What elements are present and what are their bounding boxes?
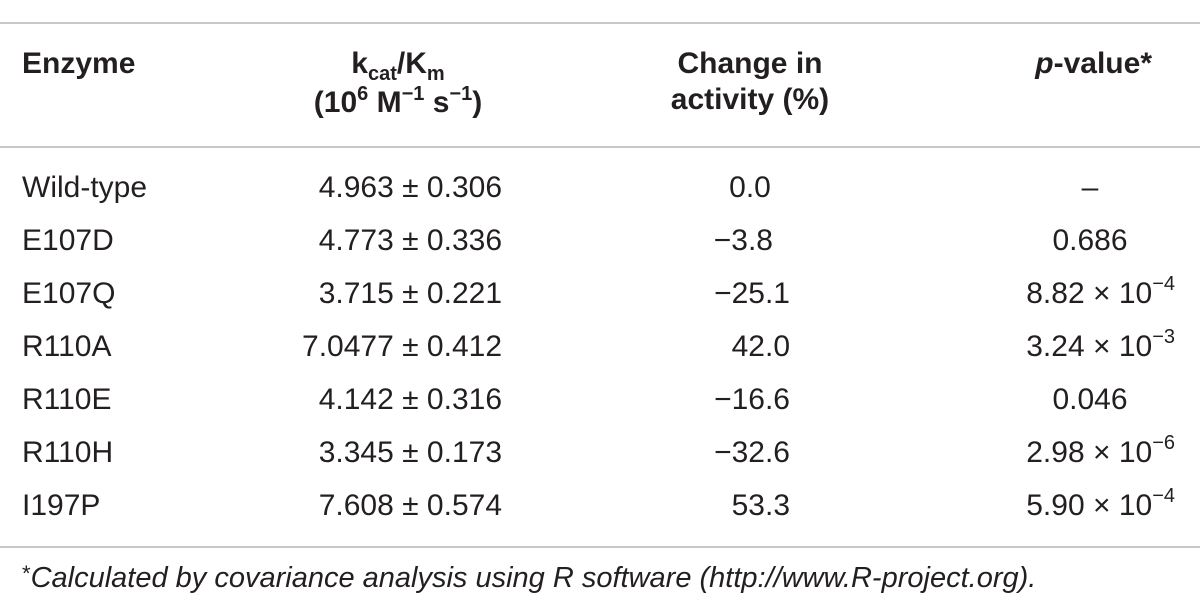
footnote-asterisk: * xyxy=(22,561,31,586)
units-open: (10 xyxy=(313,86,358,119)
cell-pvalue: – xyxy=(1010,170,1170,206)
column-header-change: Change in activity (%) xyxy=(640,46,860,118)
table-header-rule xyxy=(0,146,1200,148)
pvalue-base: 8.82 × 10 xyxy=(1026,277,1153,310)
cell-pvalue: 0.686 xyxy=(1010,223,1170,259)
cell-enzyme: I197P xyxy=(22,489,101,522)
kcat-k: k xyxy=(351,47,368,80)
cell-pvalue: 3.24 × 10−3 xyxy=(940,326,1175,368)
column-header-enzyme-label: Enzyme xyxy=(22,47,136,80)
cell-change: −32.6 xyxy=(714,436,790,469)
kcat-subscript: cat xyxy=(367,63,397,85)
kcat-km-line: kcat/Km xyxy=(270,46,526,85)
table-footnote: *Calculated by covariance analysis using… xyxy=(22,560,1036,598)
cell-enzyme: E107D xyxy=(22,224,114,257)
units-exponent-6: 6 xyxy=(357,83,369,105)
pvalue-base: 0.046 xyxy=(1052,383,1128,416)
pvalue-base: 0.686 xyxy=(1052,224,1128,257)
table-row: I197P 7.608 ± 0.574 53.3 5.90 × 10−4 xyxy=(0,485,1200,541)
cell-pvalue: 0.046 xyxy=(1010,382,1170,418)
pvalue-exponent: −4 xyxy=(1152,485,1175,507)
cell-kcat: 3.715 ± 0.221 xyxy=(318,277,502,310)
units-close: ) xyxy=(472,86,483,119)
table-row: R110A 7.0477 ± 0.412 42.0 3.24 × 10−3 xyxy=(0,326,1200,382)
units-exponent-molar: −1 xyxy=(401,83,425,105)
pvalue-header-rest: -value* xyxy=(1053,47,1152,80)
cell-change: −3.8 xyxy=(713,224,773,257)
cell-enzyme: R110H xyxy=(22,436,114,469)
cell-kcat: 4.142 ± 0.316 xyxy=(318,383,502,416)
cell-pvalue: 2.98 × 10−6 xyxy=(940,432,1175,474)
cell-change: 0.0 xyxy=(729,171,771,204)
km-k: /K xyxy=(396,47,427,80)
table-bottom-rule xyxy=(0,546,1200,548)
change-header-line2: activity (%) xyxy=(670,83,830,116)
change-header-line1: Change in xyxy=(677,47,823,80)
cell-pvalue: 8.82 × 10−4 xyxy=(940,273,1175,315)
column-header-kcat-km: kcat/Km (106 M−1 s−1) xyxy=(270,46,526,124)
pvalue-base: 5.90 × 10 xyxy=(1026,489,1153,522)
pvalue-exponent: −3 xyxy=(1152,326,1175,348)
pvalue-header-p: p xyxy=(1035,47,1054,80)
pvalue-base: 2.98 × 10 xyxy=(1026,436,1153,469)
units-exponent-second: −1 xyxy=(449,83,473,105)
cell-kcat: 3.345 ± 0.173 xyxy=(318,436,502,469)
cell-kcat: 4.963 ± 0.306 xyxy=(318,171,502,204)
units-molar: M xyxy=(368,86,402,119)
table-row: E107Q 3.715 ± 0.221 −25.1 8.82 × 10−4 xyxy=(0,273,1200,329)
cell-enzyme: R110A xyxy=(22,330,112,363)
footnote-text: Calculated by covariance analysis using … xyxy=(30,562,1037,594)
table-row: E107D 4.773 ± 0.336 −3.8 0.686 xyxy=(0,223,1200,276)
column-header-enzyme: Enzyme xyxy=(22,46,135,82)
table-top-rule xyxy=(0,22,1200,24)
cell-kcat: 7.608 ± 0.574 xyxy=(318,489,502,522)
pvalue-exponent: −6 xyxy=(1152,432,1175,454)
table-row: R110E 4.142 ± 0.316 −16.6 0.046 xyxy=(0,382,1200,435)
cell-change: −16.6 xyxy=(714,383,790,416)
units-second: s xyxy=(424,86,450,119)
cell-enzyme: E107Q xyxy=(22,277,116,310)
cell-change: 53.3 xyxy=(731,489,790,522)
cell-enzyme: Wild-type xyxy=(22,171,148,204)
cell-kcat: 7.0477 ± 0.412 xyxy=(302,330,502,363)
table-row: Wild-type 4.963 ± 0.306 0.0 – xyxy=(0,170,1200,223)
cell-change: 42.0 xyxy=(731,330,790,363)
column-header-pvalue: p-value* xyxy=(980,46,1152,82)
cell-kcat: 4.773 ± 0.336 xyxy=(318,224,502,257)
km-subscript: m xyxy=(426,63,445,85)
cell-enzyme: R110E xyxy=(22,383,112,416)
cell-pvalue: 5.90 × 10−4 xyxy=(940,485,1175,527)
table-row: R110H 3.345 ± 0.173 −32.6 2.98 × 10−6 xyxy=(0,432,1200,488)
pvalue-base: 3.24 × 10 xyxy=(1026,330,1153,363)
pvalue-exponent: −4 xyxy=(1152,273,1175,295)
kcat-units-line: (106 M−1 s−1) xyxy=(270,83,526,124)
pvalue-base: – xyxy=(1081,171,1099,204)
cell-change: −25.1 xyxy=(714,277,790,310)
